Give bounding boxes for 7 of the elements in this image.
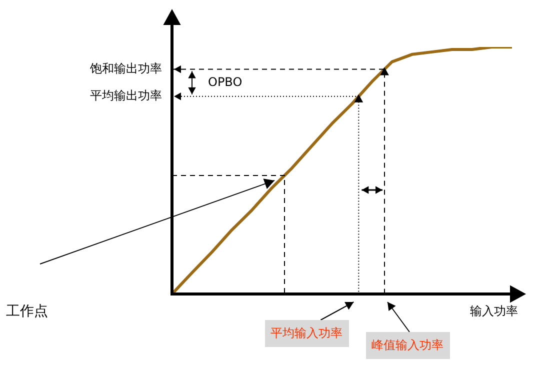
ref-line-label: 饱和输出功率	[89, 61, 162, 76]
text: 工作点	[6, 304, 48, 320]
annotation: OPBO	[208, 74, 242, 89]
text: 平均输入功率	[264, 320, 349, 347]
ref-line-label: 平均输出功率	[90, 88, 162, 103]
text: 峰值输入功率	[366, 332, 450, 359]
x-axis-title: 输入功率	[470, 304, 518, 318]
